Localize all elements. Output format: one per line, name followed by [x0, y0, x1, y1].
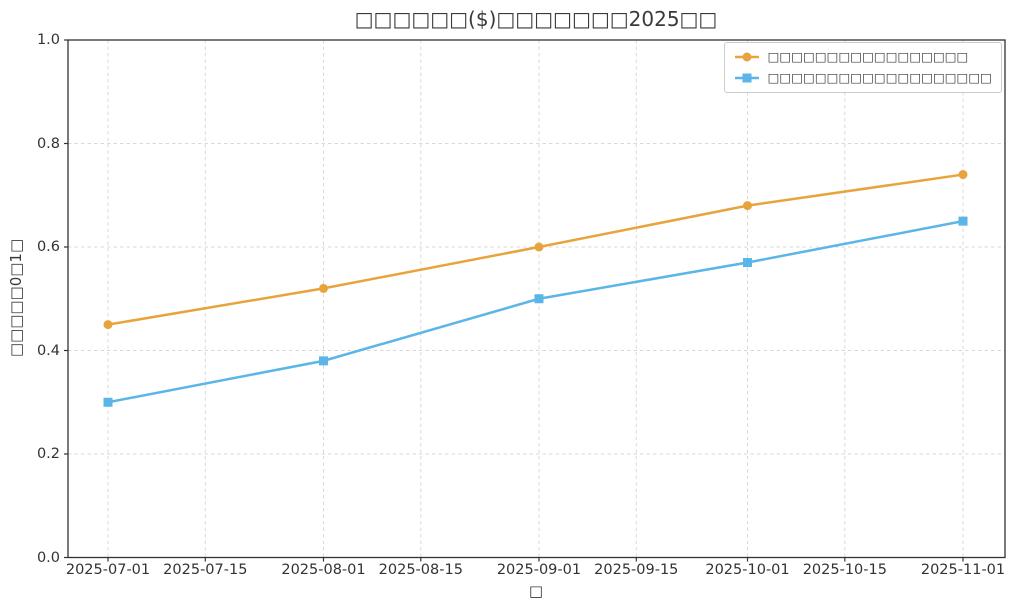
blue-line-square-marker-icon — [734, 71, 760, 85]
x-tick-label: 2025-10-15 — [802, 562, 887, 578]
legend-label-series-1: □□□□□□□□□□□□□□□□□ — [767, 49, 969, 64]
legend: □□□□□□□□□□□□□□□□□ □□□□□□□□□□□□□□□□□□□ — [723, 42, 1002, 93]
y-tick-label: 0.8 — [36, 135, 60, 152]
legend-label-series-2: □□□□□□□□□□□□□□□□□□□ — [767, 70, 992, 85]
x-axis-label: □ — [528, 582, 544, 600]
x-tick-label: 2025-08-01 — [281, 562, 366, 578]
legend-item: □□□□□□□□□□□□□□□□□ — [734, 49, 992, 65]
x-tick-label: 2025-10-01 — [705, 562, 790, 578]
x-tick-label: 2025-11-01 — [920, 562, 1006, 578]
y-tick-label: 0.2 — [36, 446, 60, 462]
chart-title: □□□□□□($)□□□□□□□2025□□ — [354, 7, 718, 31]
y-tick-label: 0.4 — [36, 342, 60, 359]
x-tick-label: 2025-08-15 — [378, 562, 463, 578]
x-tick-label: 2025-09-01 — [496, 562, 582, 578]
y-tick-label: 0.6 — [36, 239, 60, 255]
y-tick-label: 0.0 — [36, 549, 60, 566]
x-tick-label: 2025-07-15 — [163, 562, 248, 578]
y-tick-label: 1.0 — [36, 32, 60, 48]
x-tick-label: 2025-07-01 — [65, 562, 151, 578]
legend-item: □□□□□□□□□□□□□□□□□□□ — [734, 70, 992, 86]
orange-line-circle-marker-icon — [734, 50, 760, 64]
x-tick-label: 2025-09-15 — [594, 562, 679, 578]
